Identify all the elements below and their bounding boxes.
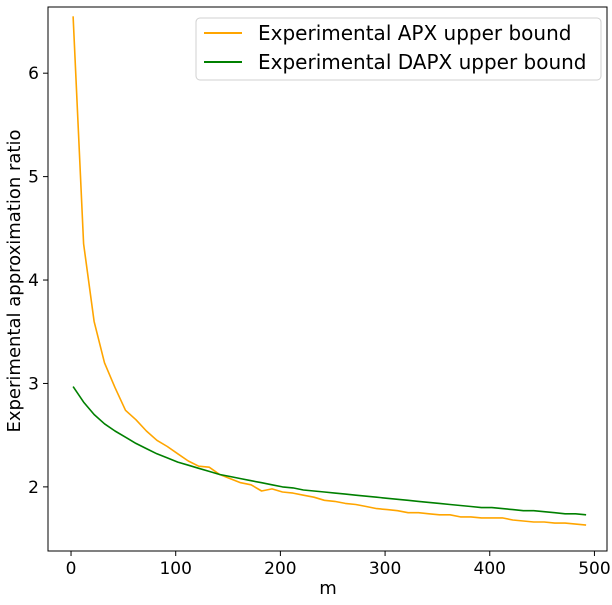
plot-frame	[47, 6, 608, 552]
x-tick-label: 300	[369, 559, 401, 579]
y-tick-label: 4	[28, 271, 39, 291]
y-tick-label: 2	[28, 478, 39, 498]
legend-box	[195, 17, 602, 81]
x-axis-label: m	[319, 578, 337, 599]
x-tick-label: 100	[159, 559, 191, 579]
dapx-upper-bound-line	[72, 386, 587, 516]
plot-area	[72, 16, 587, 526]
x-tick-label: 500	[578, 559, 610, 579]
apx-upper-bound-line	[72, 16, 587, 526]
x-tick-label: 200	[264, 559, 296, 579]
x-tick-label: 0	[66, 559, 77, 579]
y-axis: 2 3 4 5 6	[28, 64, 48, 498]
x-tick-label: 400	[474, 559, 506, 579]
y-tick-label: 5	[28, 168, 39, 188]
y-tick-label: 6	[28, 64, 39, 84]
legend: Experimental APX upper bound Experimenta…	[195, 17, 602, 81]
x-axis: 0 100 200 300 400 500	[66, 551, 611, 579]
y-axis-label: Experimental approximation ratio	[4, 129, 25, 432]
y-tick-label: 3	[28, 374, 39, 394]
legend-label-dapx: Experimental DAPX upper bound	[258, 50, 587, 74]
legend-label-apx: Experimental APX upper bound	[258, 21, 571, 45]
